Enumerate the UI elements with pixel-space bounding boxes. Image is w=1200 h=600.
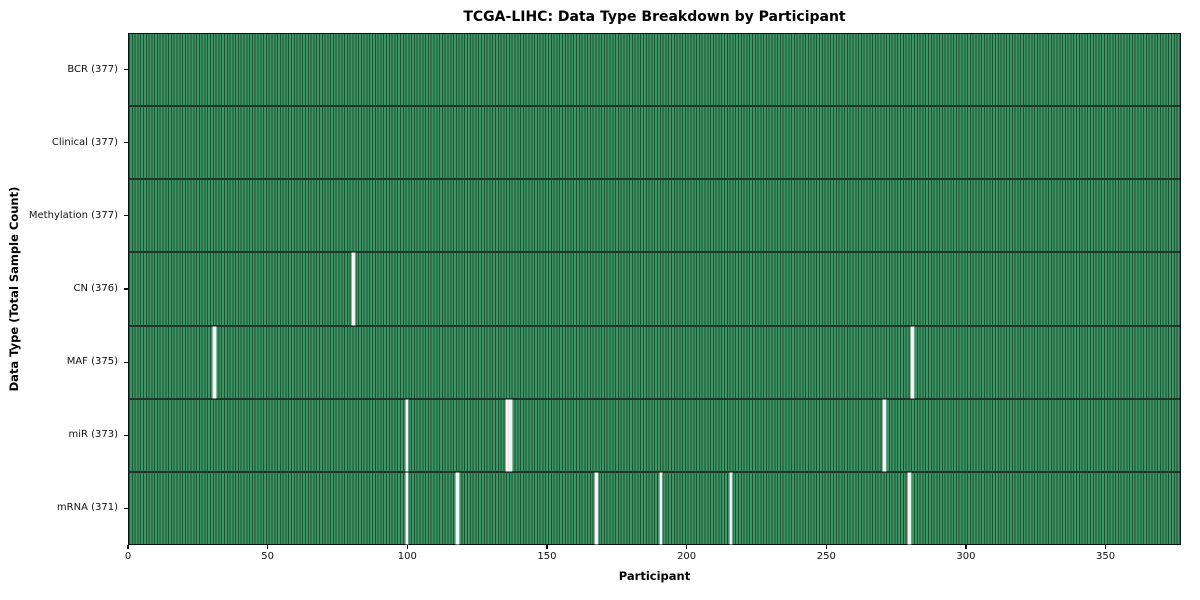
x-tick-label: 350 xyxy=(1096,551,1116,562)
x-tick-label: 50 xyxy=(261,551,274,562)
heatmap-row-mRNA xyxy=(129,472,1180,544)
y-tick-label: miR (373) xyxy=(68,429,118,441)
absent-cell-marker xyxy=(405,399,409,471)
x-tick-label: 250 xyxy=(816,551,836,562)
y-tick-label: MAF (375) xyxy=(66,356,118,368)
x-tick-label: 150 xyxy=(537,551,557,562)
y-tick-mark xyxy=(124,68,128,71)
absent-cell-marker xyxy=(506,399,509,471)
chart-title: TCGA-LIHC: Data Type Breakdown by Partic… xyxy=(463,9,846,25)
heatmap-row-Clinical xyxy=(129,107,1180,181)
heatmap-row-Methylation xyxy=(129,180,1180,254)
x-tick-mark xyxy=(546,545,548,549)
x-tick-mark xyxy=(406,545,408,549)
y-tick-mark xyxy=(124,288,128,290)
absent-cell-marker xyxy=(405,472,409,544)
x-tick-label: 0 xyxy=(124,551,132,562)
heatmap-row-miR xyxy=(129,399,1180,473)
x-tick-label: 100 xyxy=(397,551,417,562)
absent-cell-marker xyxy=(212,326,216,398)
y-tick-mark xyxy=(124,215,128,217)
x-tick-mark xyxy=(127,545,129,549)
absent-cell-marker xyxy=(729,472,733,544)
y-tick-label: mRNA (371) xyxy=(56,502,118,514)
absent-cell-marker xyxy=(659,472,663,544)
y-tick-mark xyxy=(124,361,128,363)
absent-cell-marker xyxy=(508,399,512,471)
absent-cell-marker xyxy=(455,472,459,544)
y-tick-mark xyxy=(124,507,128,510)
y-tick-label: BCR (377) xyxy=(67,63,118,75)
plot-area: Present Absent xyxy=(128,33,1181,545)
heatmap-row-CN xyxy=(129,253,1180,327)
x-tick-label: 300 xyxy=(956,551,976,562)
y-tick-label: CN (376) xyxy=(73,283,118,294)
y-tick-label: Methylation (377) xyxy=(28,209,118,221)
x-tick-mark xyxy=(965,545,967,549)
x-tick-mark xyxy=(825,545,827,549)
x-tick-mark xyxy=(267,545,269,549)
x-tick-label: 200 xyxy=(677,551,697,562)
absent-cell-marker xyxy=(595,472,599,544)
x-tick-mark xyxy=(686,545,688,549)
heatmap-rows xyxy=(129,34,1180,544)
absent-cell-marker xyxy=(883,399,886,471)
heatmap-row-BCR xyxy=(129,34,1180,108)
absent-cell-marker xyxy=(908,472,912,544)
absent-cell-marker xyxy=(911,326,914,398)
absent-cell-marker xyxy=(352,253,356,325)
x-axis-label: Participant xyxy=(618,569,691,583)
y-tick-label: Clinical (377) xyxy=(51,136,118,148)
x-tick-mark xyxy=(1104,545,1107,549)
y-tick-mark xyxy=(124,434,128,436)
heatmap-row-MAF xyxy=(129,326,1180,400)
y-tick-mark xyxy=(124,142,128,144)
